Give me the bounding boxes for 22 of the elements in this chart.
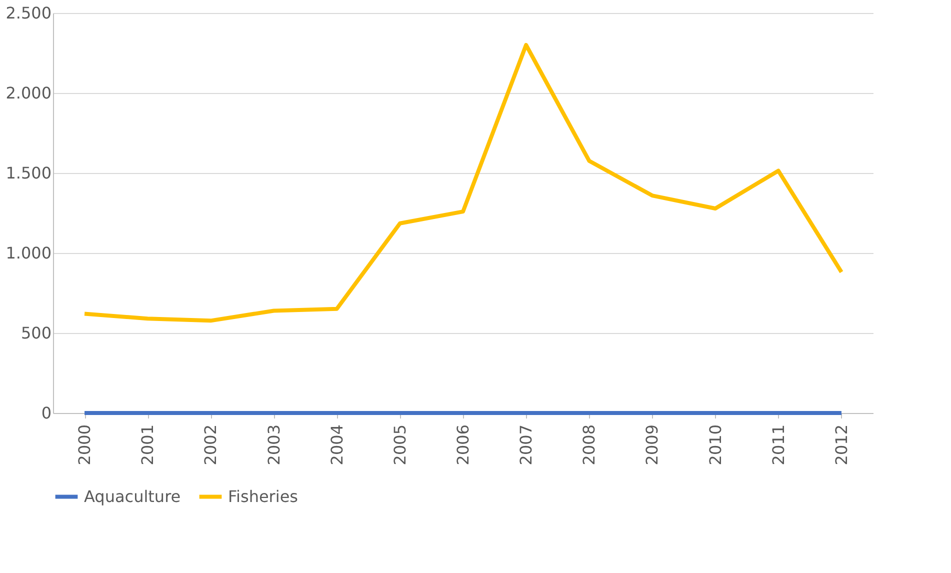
x-tick-label: 2001: [138, 424, 158, 466]
x-tick-label: 2008: [580, 424, 599, 466]
x-tick-label: 2010: [706, 424, 725, 466]
x-tick-label: 2007: [516, 424, 536, 466]
x-tick-label: 2000: [75, 424, 94, 466]
y-tick-label: 2.000: [6, 84, 52, 102]
legend-label: Aquaculture: [84, 486, 181, 506]
x-tick-label: 2003: [264, 424, 284, 466]
x-tick-label: 2002: [201, 424, 220, 466]
y-tick-label: 2.500: [6, 4, 52, 22]
x-tick-label: 2012: [832, 424, 851, 466]
legend-label: Fisheries: [228, 486, 298, 506]
x-tick-label: 2005: [390, 424, 410, 466]
x-tick-label: 2009: [642, 424, 662, 466]
x-tick-label: 2006: [454, 424, 472, 466]
line-series: [82, 43, 844, 323]
y-tick-label: 1.000: [6, 244, 52, 262]
y-tick-label: 0: [41, 404, 52, 422]
y-tick-label: 1.500: [6, 164, 52, 182]
x-tick-label: 2011: [768, 424, 788, 466]
y-tick-label: 500: [20, 324, 52, 342]
x-tick-label: 2004: [327, 424, 346, 466]
